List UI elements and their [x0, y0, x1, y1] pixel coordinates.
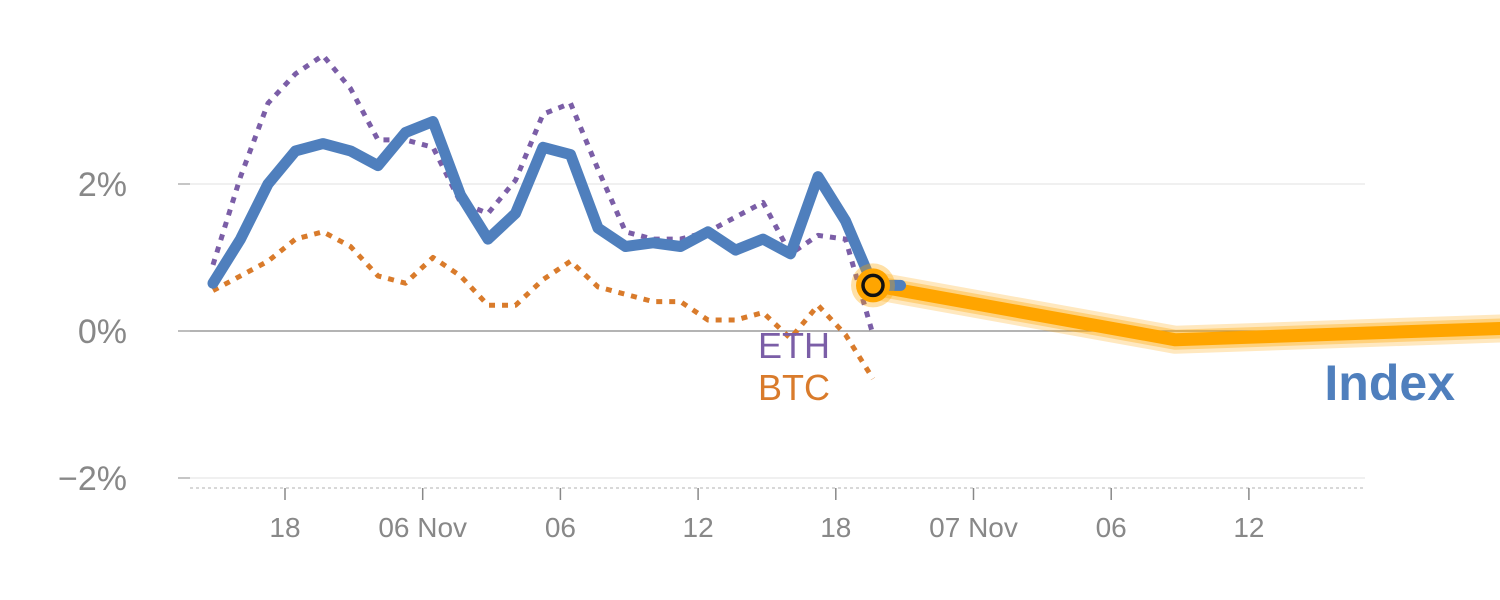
- btc-series-label: BTC: [758, 367, 830, 408]
- x-tick-label: 12: [683, 512, 714, 543]
- y-tick-label: 2%: [78, 166, 127, 204]
- x-tick-label: 18: [820, 512, 851, 543]
- x-tick-label: 06 Nov: [378, 512, 467, 543]
- x-tick-label: 06: [545, 512, 576, 543]
- forecast-line: [866, 278, 1500, 347]
- x-tick-label: 12: [1233, 512, 1264, 543]
- eth-series-label: ETH: [758, 325, 830, 366]
- x-tick-label: 07 Nov: [929, 512, 1018, 543]
- grid-lines: [178, 183, 1365, 479]
- axes: 2% 0% −2% 18 06 Nov 06 12 18 07 Nov 06 12: [58, 166, 1365, 543]
- y-tick-label: 0%: [78, 313, 127, 351]
- x-tick-label: 18: [269, 512, 300, 543]
- current-marker: [861, 273, 885, 298]
- eth-line: [210, 52, 876, 336]
- labels: ETH BTC Index: [758, 325, 1455, 411]
- index-series-label: Index: [1324, 355, 1455, 411]
- x-tick-label: 06: [1096, 512, 1127, 543]
- index-line: [207, 116, 906, 291]
- series: [207, 52, 1500, 381]
- y-tick-label: −2%: [58, 460, 127, 498]
